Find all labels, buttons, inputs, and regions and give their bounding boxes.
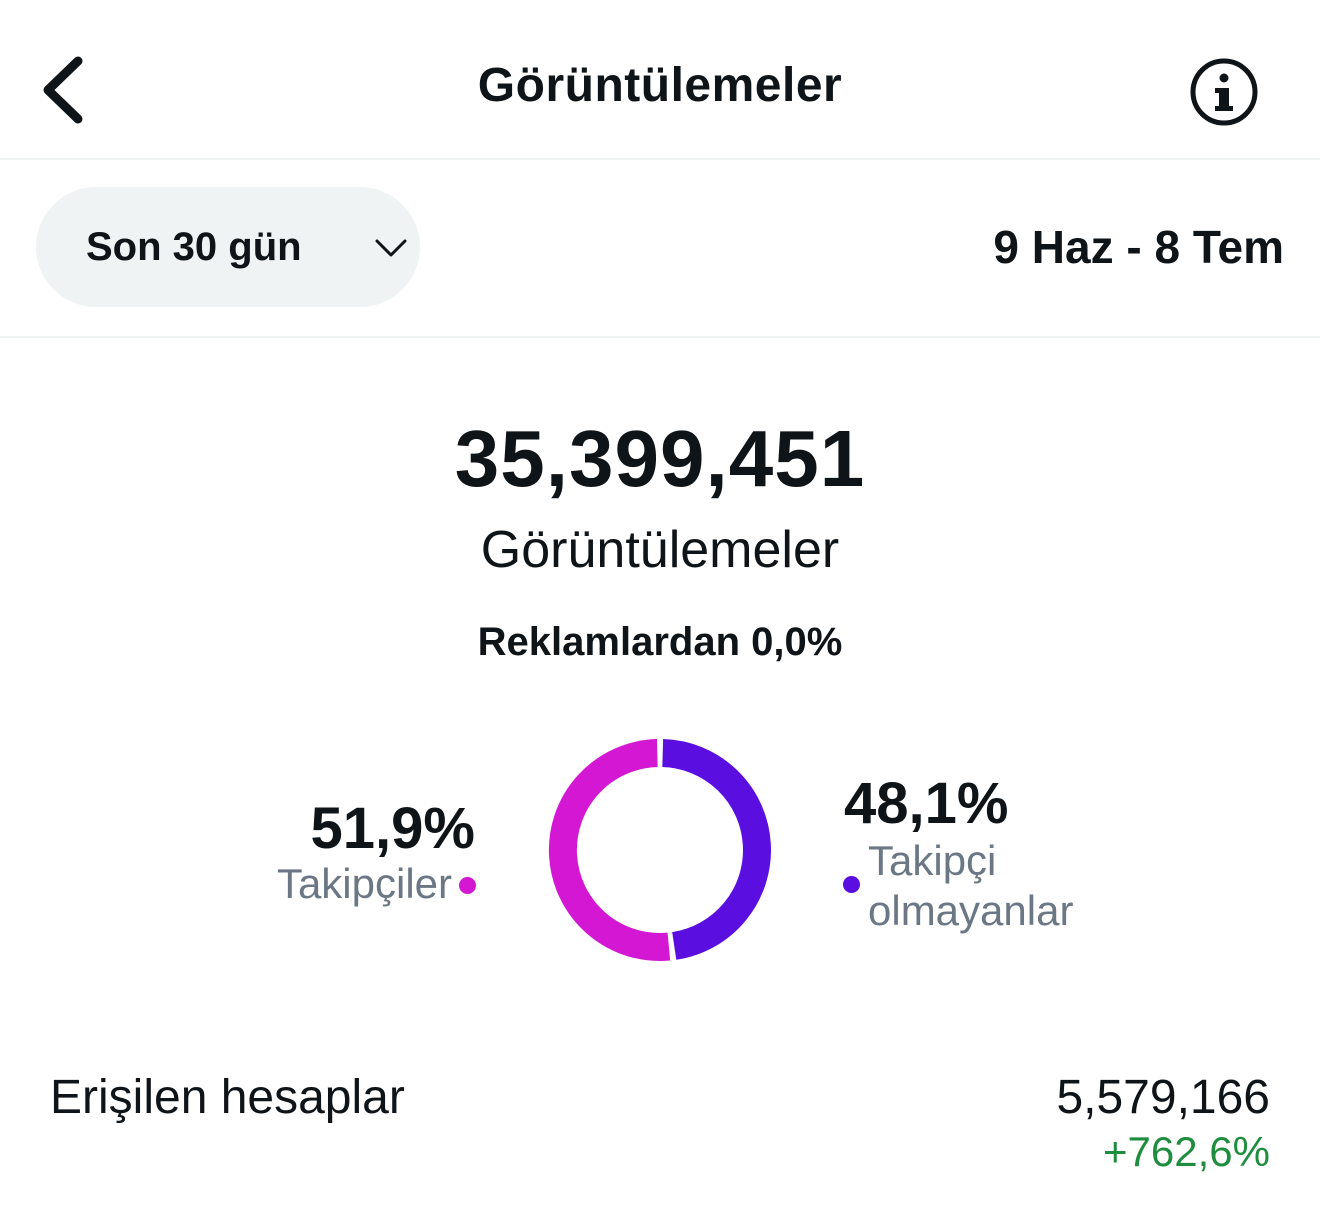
total-views-label: Görüntülemeler	[480, 521, 840, 579]
non-followers-legend-line2: olmayanlar	[868, 887, 1074, 934]
followers-donut-chart	[548, 739, 771, 961]
non-followers-legend-dot	[843, 876, 860, 893]
accounts-reached-label[interactable]: Erişilen hesaplar	[50, 1071, 405, 1124]
chevron-down-icon	[375, 239, 407, 257]
accounts-reached-value: 5,579,166	[1056, 1071, 1270, 1124]
page-title: Görüntülemeler	[477, 59, 843, 112]
back-button[interactable]	[30, 50, 94, 130]
info-button[interactable]	[1188, 56, 1260, 128]
date-range-dropdown[interactable]: Son 30 gün	[36, 187, 420, 307]
non-followers-legend-label: Takipçi olmayanlar	[868, 836, 1168, 936]
top-bar: Görüntülemeler	[0, 0, 1320, 160]
followers-legend-label: Takipçiler	[276, 860, 452, 907]
followers-legend-dot	[459, 877, 476, 894]
total-views-value: 35,399,451	[454, 414, 866, 503]
non-followers-donut-segment	[662, 739, 771, 960]
info-icon	[1190, 58, 1258, 126]
date-range-dropdown-label: Son 30 gün	[86, 225, 302, 269]
filter-row: Son 30 gün 9 Haz - 8 Tem	[0, 160, 1320, 338]
non-followers-legend-line1: Takipçi	[868, 837, 997, 884]
ads-share-text: Reklamlardan 0,0%	[477, 620, 843, 664]
followers-donut-segment	[548, 739, 671, 961]
date-range-text: 9 Haz - 8 Tem	[993, 221, 1284, 273]
non-followers-percent: 48,1%	[844, 771, 1009, 836]
chevron-left-icon	[43, 56, 83, 124]
followers-percent: 51,9%	[310, 796, 475, 861]
accounts-reached-change: +762,6%	[1103, 1128, 1270, 1175]
